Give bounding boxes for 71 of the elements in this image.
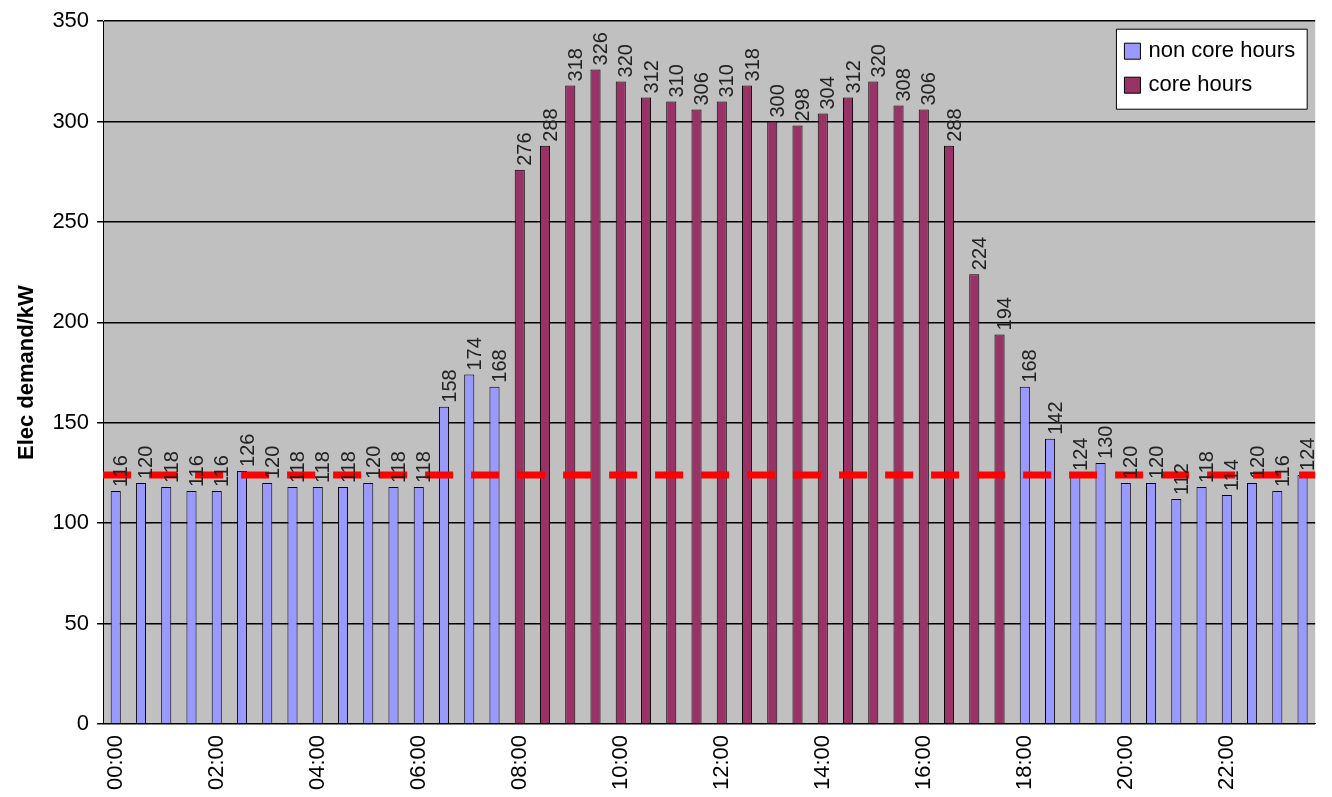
data-label: 224 [967,236,990,271]
data-label: 130 [1094,425,1117,459]
legend-label: core hours [1148,71,1253,97]
data-label: 308 [892,68,915,102]
data-label: 310 [715,64,738,98]
y-tick-label: 200 [52,308,90,334]
x-tick-label: 18:00 [1010,734,1036,791]
data-label: 126 [235,433,258,467]
data-label: 120 [1119,445,1142,479]
legend-label: non core hours [1148,37,1296,63]
data-label: 318 [740,48,763,82]
x-tick-label: 04:00 [303,734,329,791]
x-tick-label: 08:00 [505,734,531,791]
data-label: 120 [1144,445,1167,479]
data-label: 120 [361,445,384,479]
data-label: 118 [311,451,334,484]
data-label: 174 [462,337,485,371]
x-tick-label: 00:00 [101,734,127,791]
data-label: 298 [791,88,814,122]
data-label: 318 [563,48,586,82]
data-label: 116 [210,455,233,488]
data-label: 158 [437,369,460,403]
data-label: 114 [1220,459,1243,492]
y-tick-label: 100 [52,509,90,535]
data-label: 142 [1043,401,1066,435]
data-label: 118 [387,451,410,484]
data-label: 288 [538,108,561,142]
data-label: 320 [866,44,889,78]
data-label: 306 [917,72,940,106]
x-tick-label: 02:00 [202,734,228,791]
y-tick-label: 300 [52,107,90,133]
data-label: 320 [614,44,637,78]
data-label: 124 [1296,437,1319,471]
data-label: 118 [1195,451,1218,484]
y-tick-label: 50 [64,609,90,635]
data-label: 194 [993,297,1016,331]
data-label: 288 [942,108,965,142]
x-tick-label: 16:00 [909,734,935,791]
data-label: 118 [412,451,435,484]
data-label: 116 [109,455,132,488]
y-tick-label: 350 [52,7,90,33]
data-label: 118 [159,451,182,484]
data-label: 124 [1068,437,1091,471]
data-label: 120 [134,445,157,479]
data-label: 118 [286,451,309,484]
x-tick-label: 12:00 [707,734,733,791]
data-label: 168 [1018,349,1041,383]
x-tick-label: 14:00 [808,734,834,791]
data-label: 310 [664,64,687,98]
data-label: 116 [185,455,207,488]
data-label: 312 [841,60,864,94]
y-tick-label: 0 [76,710,90,736]
data-label: 312 [639,60,662,94]
data-label: 276 [513,132,536,166]
x-tick-label: 20:00 [1111,734,1137,791]
data-label: 120 [260,445,283,479]
data-label: 116 [1270,455,1293,488]
data-label: 118 [336,451,359,484]
data-label: 300 [765,84,788,118]
data-label: 326 [589,32,612,66]
x-tick-label: 10:00 [606,734,632,791]
x-tick-label: 06:00 [404,734,430,791]
y-tick-label: 150 [52,408,90,434]
y-axis-title: Elec demand/kW [13,284,39,460]
data-label: 168 [488,349,511,383]
y-tick-label: 250 [52,208,90,234]
data-label: 304 [816,76,839,110]
data-label: 112 [1169,463,1192,496]
data-label: 120 [1245,445,1268,479]
x-tick-label: 22:00 [1212,734,1238,791]
data-label: 306 [690,72,713,106]
